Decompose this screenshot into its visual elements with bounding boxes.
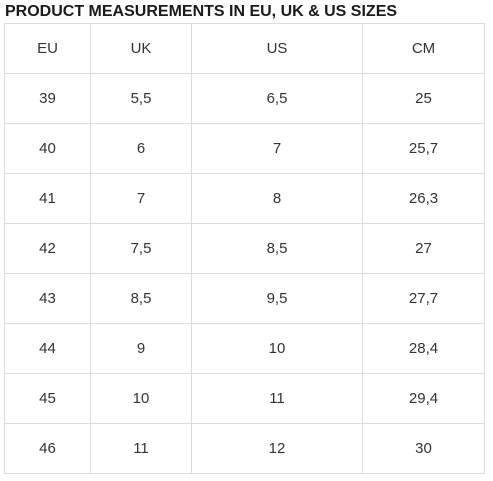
cell-eu: 43 — [4, 273, 91, 324]
cell-uk: 9 — [90, 323, 192, 374]
cell-uk: 5,5 — [90, 73, 192, 124]
cell-cm: 25 — [362, 73, 485, 124]
cell-eu: 42 — [4, 223, 91, 274]
table-row: 39 5,5 6,5 25 — [4, 73, 485, 124]
cell-us: 6,5 — [191, 73, 363, 124]
cell-cm: 25,7 — [362, 123, 485, 174]
cell-eu: 40 — [4, 123, 91, 174]
cell-cm: 27 — [362, 223, 485, 274]
table-header-row: EU UK US CM — [4, 23, 485, 74]
size-conversion-table: EU UK US CM 39 5,5 6,5 25 40 6 7 25,7 41… — [4, 23, 485, 474]
table-row: 46 11 12 30 — [4, 423, 485, 474]
cell-uk: 10 — [90, 373, 192, 424]
cell-cm: 26,3 — [362, 173, 485, 224]
cell-us: 7 — [191, 123, 363, 174]
header-us: US — [191, 23, 363, 74]
cell-eu: 44 — [4, 323, 91, 374]
cell-uk: 8,5 — [90, 273, 192, 324]
cell-cm: 28,4 — [362, 323, 485, 374]
cell-us: 12 — [191, 423, 363, 474]
table-row: 45 10 11 29,4 — [4, 373, 485, 424]
table-row: 44 9 10 28,4 — [4, 323, 485, 374]
header-uk: UK — [90, 23, 192, 74]
header-eu: EU — [4, 23, 91, 74]
cell-us: 10 — [191, 323, 363, 374]
page-title: PRODUCT MEASUREMENTS IN EU, UK & US SIZE… — [5, 3, 398, 20]
cell-us: 11 — [191, 373, 363, 424]
cell-us: 8,5 — [191, 223, 363, 274]
table-row: 43 8,5 9,5 27,7 — [4, 273, 485, 324]
cell-eu: 45 — [4, 373, 91, 424]
cell-eu: 41 — [4, 173, 91, 224]
table-row: 41 7 8 26,3 — [4, 173, 485, 224]
cell-cm: 29,4 — [362, 373, 485, 424]
cell-us: 8 — [191, 173, 363, 224]
cell-eu: 46 — [4, 423, 91, 474]
cell-cm: 27,7 — [362, 273, 485, 324]
cell-cm: 30 — [362, 423, 485, 474]
cell-eu: 39 — [4, 73, 91, 124]
header-cm: CM — [362, 23, 485, 74]
table-row: 42 7,5 8,5 27 — [4, 223, 485, 274]
cell-uk: 6 — [90, 123, 192, 174]
cell-us: 9,5 — [191, 273, 363, 324]
cell-uk: 11 — [90, 423, 192, 474]
cell-uk: 7,5 — [90, 223, 192, 274]
table-row: 40 6 7 25,7 — [4, 123, 485, 174]
cell-uk: 7 — [90, 173, 192, 224]
